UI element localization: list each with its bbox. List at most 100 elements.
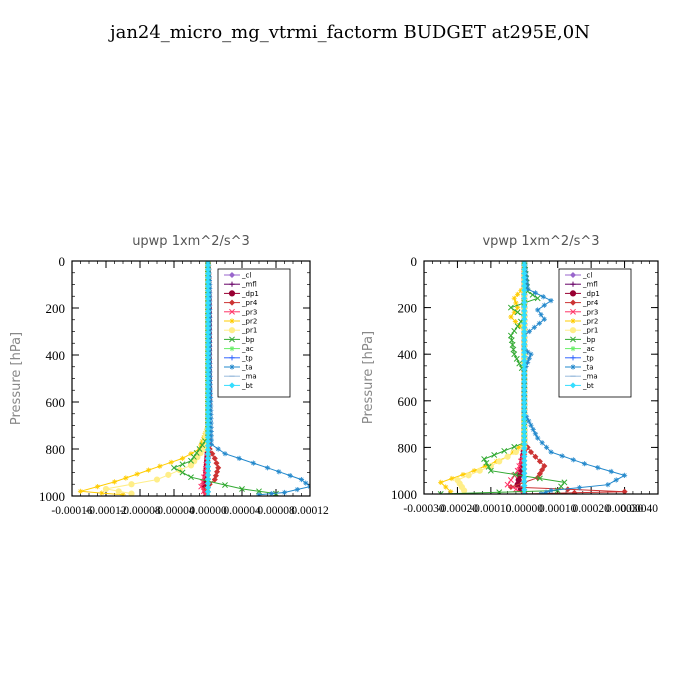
x-tick-label: -0.00008 bbox=[119, 505, 160, 517]
data-point bbox=[208, 403, 214, 409]
data-point bbox=[250, 460, 256, 466]
data-point bbox=[204, 492, 212, 496]
legend-label: _dp1 bbox=[582, 290, 600, 298]
legend-item-tp: _tp bbox=[224, 354, 253, 362]
data-point bbox=[512, 486, 519, 493]
data-point bbox=[120, 492, 126, 496]
data-point bbox=[179, 455, 186, 461]
y-tick-label: 1000 bbox=[391, 487, 417, 502]
data-point bbox=[558, 483, 565, 490]
data-point bbox=[168, 459, 174, 465]
legend: _cl_mfl_dp1_pr4_pr3_pr2_pr1_bp_ac_tp_ta_… bbox=[217, 268, 291, 398]
data-point bbox=[543, 444, 550, 450]
data-point bbox=[207, 331, 213, 337]
data-point bbox=[207, 394, 214, 401]
data-point bbox=[541, 302, 547, 308]
data-point bbox=[207, 386, 213, 392]
data-point bbox=[511, 295, 517, 301]
data-point bbox=[504, 453, 511, 460]
x-tick-label: 0.00000 bbox=[189, 505, 227, 517]
chart-panel-1: upwp 1xm^2/s^3 Pressure [hPa] 0 200 400 600 80… bbox=[9, 234, 329, 517]
legend-marker bbox=[229, 346, 235, 352]
data-point bbox=[99, 490, 105, 496]
data-point bbox=[516, 360, 523, 367]
legend-item-ta: _ta bbox=[224, 364, 253, 372]
data-point bbox=[193, 449, 200, 456]
x-tick-label: -0.00012 bbox=[85, 505, 126, 517]
data-point bbox=[509, 341, 516, 348]
data-point bbox=[528, 422, 534, 428]
data-point bbox=[200, 488, 207, 495]
data-point bbox=[208, 428, 214, 435]
data-point bbox=[523, 414, 530, 420]
legend-marker bbox=[229, 281, 235, 287]
data-point bbox=[128, 481, 135, 488]
legend-item-ac: _ac bbox=[565, 345, 595, 353]
data-point bbox=[128, 490, 135, 496]
data-point bbox=[581, 461, 588, 467]
data-point bbox=[510, 346, 517, 353]
legend-marker bbox=[228, 290, 236, 297]
x-tick-label: 0.00000 bbox=[506, 503, 544, 515]
data-point bbox=[507, 304, 514, 311]
y-tick-label: 1000 bbox=[39, 489, 65, 504]
plot-area bbox=[437, 261, 628, 494]
data-point bbox=[207, 360, 213, 367]
data-point bbox=[514, 323, 521, 330]
legend-label: _bt bbox=[241, 382, 253, 390]
data-point bbox=[461, 487, 468, 494]
data-point bbox=[264, 465, 271, 471]
legend-marker bbox=[570, 336, 576, 343]
data-point bbox=[536, 470, 543, 477]
y-tick-label: 200 bbox=[46, 301, 66, 316]
legend-item-bt: _bt bbox=[565, 382, 594, 390]
data-point bbox=[207, 348, 213, 354]
data-point bbox=[208, 437, 214, 443]
legend-label: _pr4 bbox=[582, 299, 599, 307]
data-point bbox=[94, 484, 101, 490]
data-point bbox=[207, 356, 213, 362]
legend-item-pr1: _pr1 bbox=[565, 327, 598, 335]
data-point bbox=[524, 282, 530, 288]
legend-item-dp1: _dp1 bbox=[224, 290, 259, 298]
data-point bbox=[526, 355, 532, 361]
data-point bbox=[518, 287, 524, 294]
data-point bbox=[516, 463, 523, 469]
data-point bbox=[115, 488, 122, 495]
data-point bbox=[207, 399, 214, 405]
data-point bbox=[485, 463, 492, 470]
data-point bbox=[207, 335, 213, 342]
x-tick-label: 0.00012 bbox=[291, 505, 329, 517]
legend-item-pr3: _pr3 bbox=[565, 308, 598, 316]
data-point bbox=[491, 452, 498, 458]
x-tick-label: -0.00016 bbox=[51, 505, 92, 517]
y-tick-label: 800 bbox=[398, 440, 418, 455]
data-point bbox=[443, 484, 449, 490]
data-point bbox=[213, 460, 220, 467]
data-point bbox=[207, 294, 213, 300]
legend-item-ta: _ta bbox=[565, 364, 594, 372]
data-point bbox=[508, 337, 515, 344]
x-tick-label: -0.00010 bbox=[470, 503, 511, 515]
y-tick-label: 400 bbox=[46, 348, 66, 363]
legend-item-cl: _cl bbox=[224, 272, 251, 280]
plot-frame bbox=[71, 260, 311, 497]
data-point bbox=[298, 476, 305, 483]
legend-label: _cl bbox=[241, 272, 251, 280]
legend-marker bbox=[228, 327, 236, 334]
data-point bbox=[487, 467, 494, 474]
data-point bbox=[196, 446, 203, 452]
data-point bbox=[199, 442, 206, 449]
legend-item-bp: _bp bbox=[224, 336, 255, 344]
data-point bbox=[236, 455, 242, 461]
data-point bbox=[276, 469, 282, 475]
legend-item-bp: _bp bbox=[565, 336, 596, 344]
legend-label: _tp bbox=[582, 354, 594, 362]
legend-item-pr4: _pr4 bbox=[565, 299, 599, 307]
data-point bbox=[77, 488, 84, 494]
data-point bbox=[536, 458, 543, 465]
data-point bbox=[512, 471, 519, 478]
data-point bbox=[438, 479, 444, 485]
legend-label: _bt bbox=[582, 382, 594, 390]
data-point bbox=[523, 363, 529, 370]
